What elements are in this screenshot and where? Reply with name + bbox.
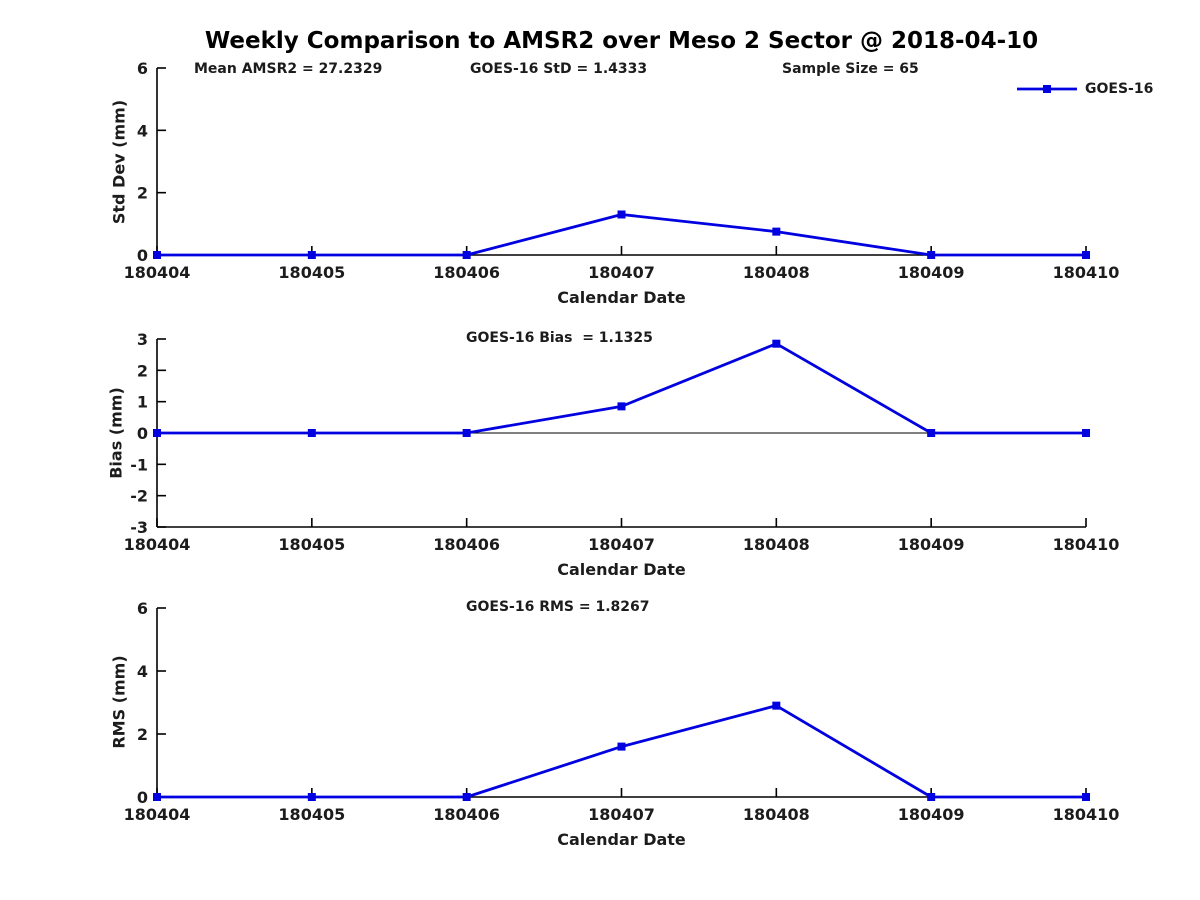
data-point-marker xyxy=(927,429,936,437)
y-tick-label: 0 xyxy=(137,424,148,443)
y-tick-label: 2 xyxy=(137,725,148,744)
x-tick-label: 180410 xyxy=(1053,263,1120,282)
data-point-marker xyxy=(462,793,471,801)
annotation-sample-size: Sample Size = 65 xyxy=(782,61,919,77)
data-point-marker xyxy=(617,742,626,751)
x-tick-label: 180407 xyxy=(588,805,655,824)
data-point-marker xyxy=(1082,429,1090,437)
legend-label: GOES-16 xyxy=(1085,81,1154,97)
x-tick-label: 180404 xyxy=(124,535,191,554)
x-tick-label: 180408 xyxy=(743,535,810,554)
annotation-mean-amsr2: Mean AMSR2 = 27.2329 xyxy=(194,61,383,77)
y-tick-label: 0 xyxy=(137,788,148,807)
data-point-marker xyxy=(153,251,161,259)
x-axis-label-1: Calendar Date xyxy=(557,288,686,307)
x-tick-label: 180410 xyxy=(1053,805,1120,824)
x-axis-label-2: Calendar Date xyxy=(557,560,686,579)
x-tick-label: 180406 xyxy=(433,805,500,824)
y-tick-label: -3 xyxy=(130,518,148,537)
data-line xyxy=(157,704,1086,799)
y-tick-label: 2 xyxy=(137,184,148,203)
y-tick-label: 4 xyxy=(137,662,148,681)
data-line xyxy=(157,342,1086,435)
y-tick-label: 1 xyxy=(137,393,148,412)
annotation-goes16-bias: GOES-16 Bias = 1.1325 xyxy=(466,330,653,346)
y-tick-label: 4 xyxy=(137,121,148,140)
legend: GOES-16 xyxy=(1016,80,1153,98)
x-tick-label: 180405 xyxy=(278,805,345,824)
y-tick-label: 3 xyxy=(137,330,148,349)
data-point-marker xyxy=(617,402,626,411)
figure-title: Weekly Comparison to AMSR2 over Meso 2 S… xyxy=(204,28,1039,54)
data-point-marker xyxy=(153,429,161,437)
data-point-marker xyxy=(927,251,936,259)
data-point-marker xyxy=(462,251,471,259)
x-tick-label: 180410 xyxy=(1053,535,1120,554)
x-tick-label: 180406 xyxy=(433,263,500,282)
x-tick-label: 180405 xyxy=(278,535,345,554)
x-tick-label: 180404 xyxy=(124,263,191,282)
y-tick-label: 0 xyxy=(137,246,148,265)
x-tick-label: 180407 xyxy=(588,263,655,282)
x-tick-label: 180408 xyxy=(743,805,810,824)
x-tick-label: 180409 xyxy=(898,263,965,282)
x-tick-label: 180409 xyxy=(898,535,965,554)
data-point-marker xyxy=(462,429,471,437)
data-point-marker xyxy=(307,429,316,437)
x-tick-label: 180406 xyxy=(433,535,500,554)
data-point-marker xyxy=(772,227,781,236)
y-tick-label: 6 xyxy=(137,59,148,78)
x-tick-label: 180408 xyxy=(743,263,810,282)
data-point-marker xyxy=(307,793,316,801)
annotation-goes16-rms: GOES-16 RMS = 1.8267 xyxy=(466,599,650,615)
data-point-marker xyxy=(307,251,316,259)
annotation-goes16-std: GOES-16 StD = 1.4333 xyxy=(470,61,648,77)
data-point-marker xyxy=(153,793,161,801)
data-point-marker xyxy=(772,701,781,710)
x-tick-label: 180404 xyxy=(124,805,191,824)
y-tick-label: -1 xyxy=(130,455,148,474)
legend-marker-icon xyxy=(1043,85,1051,93)
x-axis-label-3: Calendar Date xyxy=(557,830,686,849)
x-tick-label: 180405 xyxy=(278,263,345,282)
data-point-marker xyxy=(772,339,781,348)
y-tick-label: -2 xyxy=(130,487,148,506)
x-tick-label: 180407 xyxy=(588,535,655,554)
x-tick-label: 180409 xyxy=(898,805,965,824)
data-point-marker xyxy=(927,793,936,801)
y-tick-label: 6 xyxy=(137,599,148,618)
legend-line-sample xyxy=(1017,85,1077,93)
data-point-marker xyxy=(1082,793,1090,801)
data-point-marker xyxy=(617,210,626,219)
data-point-marker xyxy=(1082,251,1090,259)
y-tick-label: 2 xyxy=(137,361,148,380)
